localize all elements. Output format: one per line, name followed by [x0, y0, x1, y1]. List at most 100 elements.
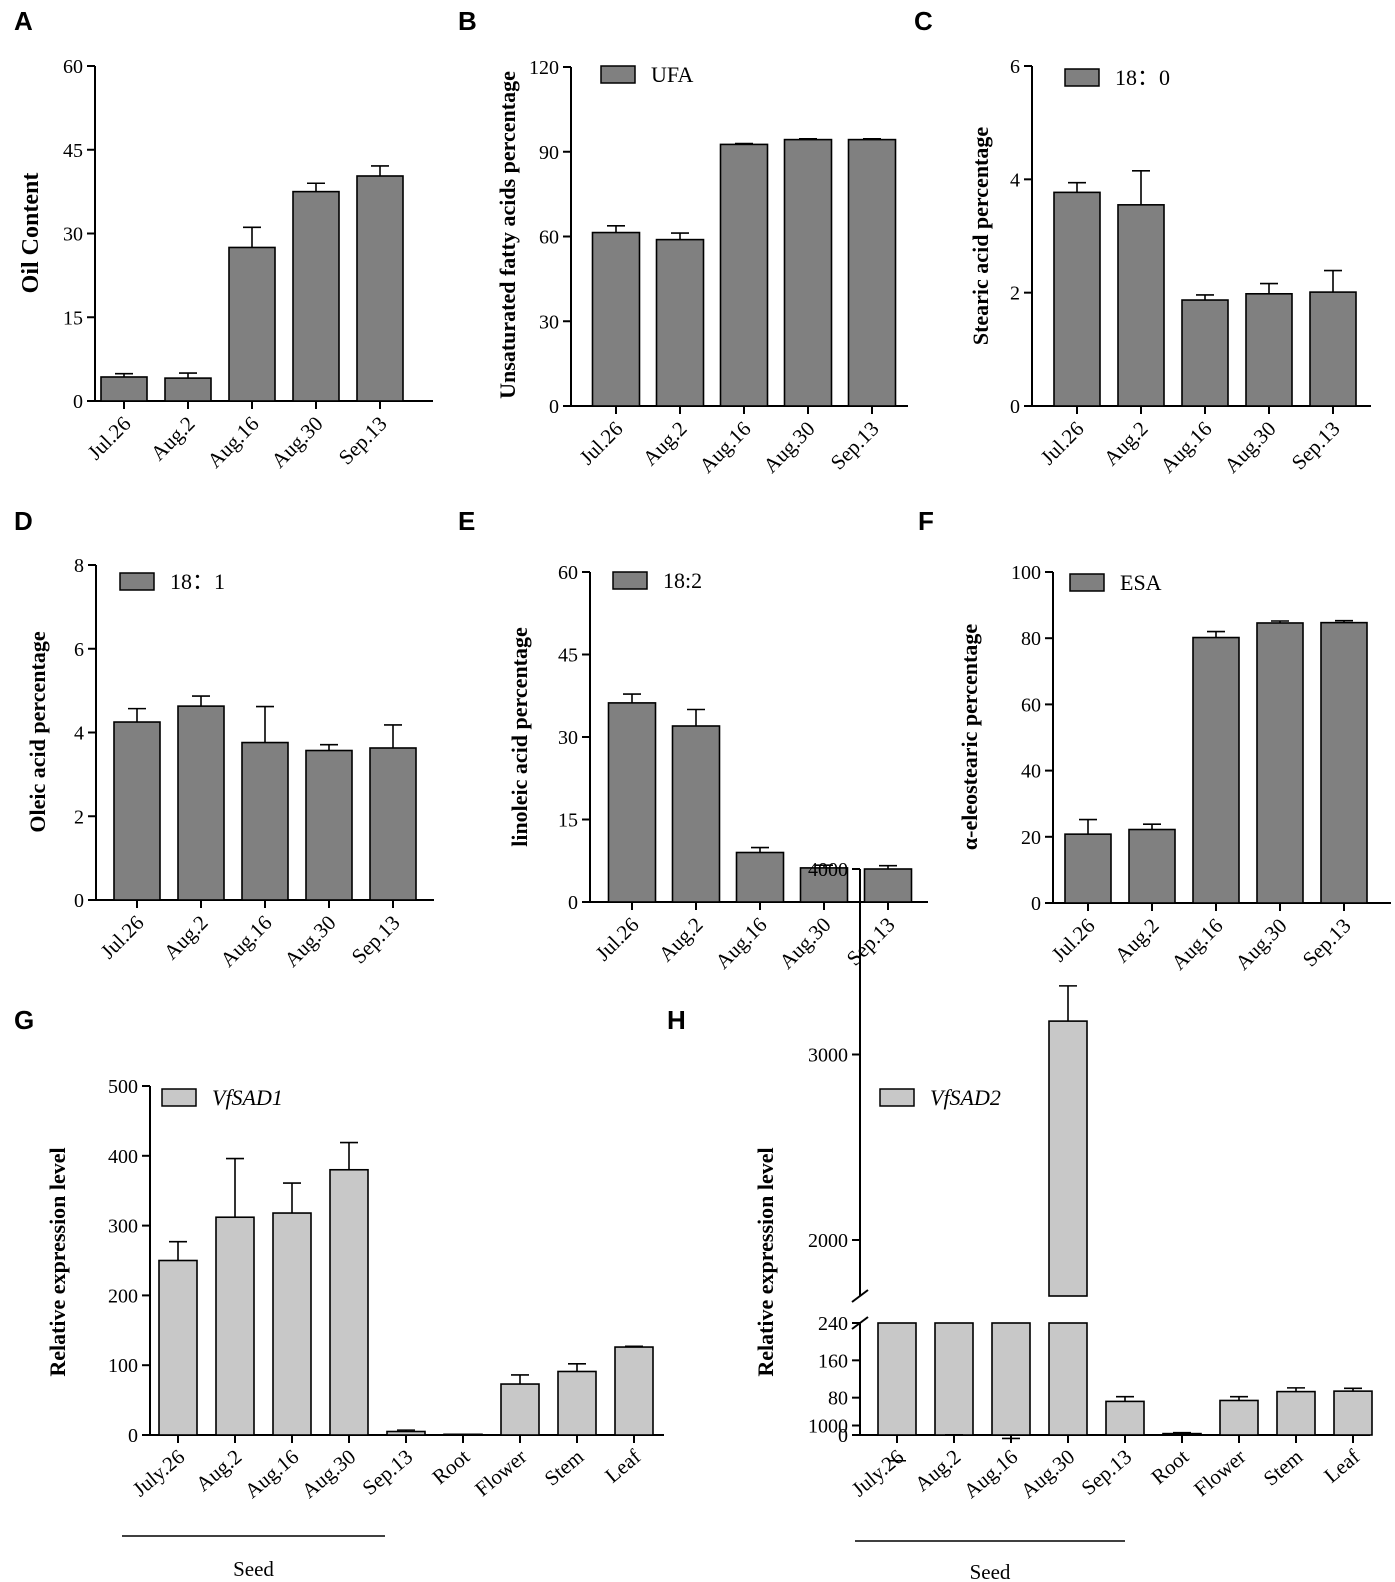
y-tick-label: 40 — [1021, 761, 1041, 783]
bar — [607, 702, 657, 903]
x-tick-label: July.26 — [128, 1444, 189, 1501]
y-tick-label: 0 — [838, 1425, 848, 1447]
y-tick-label: 500 — [108, 1076, 138, 1098]
legend-label: 18：1 — [170, 569, 225, 594]
chart-panel-h: H 0 80 160 240 1000 2000 3000 4000 Relative expre… — [667, 859, 1373, 1582]
x-tick-label: Aug.2 — [146, 412, 200, 466]
panel-label: B — [458, 6, 477, 36]
chart-panel-f: F 0 20 40 60 80 100 α-eleostearic percentage Jul… — [918, 506, 1391, 975]
axis-break-mark — [851, 1289, 869, 1303]
x-tick-label: Aug.30 — [758, 417, 819, 478]
x-tick-label: Aug.2 — [910, 1444, 965, 1496]
y-tick-label: 2 — [1010, 283, 1020, 305]
bar — [614, 1346, 654, 1436]
x-tick-label: Aug.2 — [159, 911, 213, 965]
x-tick-label: Sep.13 — [826, 417, 884, 475]
x-tick-label: Aug.16 — [959, 1444, 1022, 1503]
legend-label: VfSAD2 — [930, 1085, 1001, 1110]
bar — [1162, 1432, 1202, 1436]
bar — [1117, 204, 1165, 407]
y-tick-label: 30 — [63, 224, 83, 246]
y-tick-label: 8 — [74, 555, 84, 577]
bar — [863, 868, 913, 903]
y-tick-label: 4 — [74, 723, 84, 745]
y-tick-label: 1000 — [808, 1416, 848, 1438]
y-axis-title: linoleic acid percentage — [507, 627, 532, 847]
y-axis-title: Stearic acid percentage — [968, 127, 993, 346]
bar — [329, 1168, 369, 1436]
x-tick-label: Stem — [1259, 1444, 1307, 1490]
bar — [1105, 1400, 1145, 1436]
x-tick-label: Aug.2 — [1110, 914, 1164, 968]
bar — [1256, 622, 1304, 904]
bar — [1276, 1390, 1316, 1436]
x-tick-label: Jul.26 — [1036, 417, 1089, 470]
y-tick-label: 120 — [529, 57, 559, 79]
y-axis-title: Relative expression level — [753, 1147, 778, 1376]
y-tick-label: 90 — [539, 142, 559, 164]
y-tick-label: 80 — [828, 1388, 848, 1410]
y-tick-label: 100 — [1011, 562, 1041, 584]
y-tick-label: 0 — [128, 1425, 138, 1447]
bar — [557, 1370, 597, 1436]
bar — [1192, 636, 1240, 904]
bar — [1128, 828, 1176, 904]
x-tick-label: July.26 — [847, 1444, 908, 1501]
y-tick-label: 60 — [1021, 694, 1041, 716]
x-tick-label: Aug.30 — [266, 412, 327, 473]
panel-label: H — [667, 1005, 686, 1035]
y-tick-label: 60 — [539, 227, 559, 249]
y-tick-label: 200 — [108, 1285, 138, 1307]
y-tick-label: 4000 — [808, 859, 848, 881]
bar — [241, 741, 289, 901]
bar — [228, 246, 276, 402]
y-tick-label: 6 — [1010, 56, 1020, 78]
bar — [305, 749, 353, 901]
x-tick-label: Flower — [1189, 1444, 1250, 1501]
panel-label: F — [918, 506, 934, 536]
x-tick-label: Aug.16 — [1166, 914, 1227, 975]
bar — [735, 851, 785, 903]
legend-swatch — [600, 65, 636, 84]
legend-swatch — [161, 1088, 197, 1107]
y-tick-label: 45 — [63, 140, 83, 162]
chart-panel-e: E 0 15 30 45 60 linoleic acid percentage Jul.26… — [458, 506, 928, 974]
bar — [1219, 1399, 1259, 1436]
bar — [1333, 1390, 1373, 1436]
x-tick-label: Aug.2 — [654, 913, 708, 967]
legend-label: 18:2 — [663, 568, 702, 593]
x-tick-label: Root — [427, 1444, 474, 1489]
legend-swatch — [119, 572, 155, 591]
y-tick-label: 400 — [108, 1146, 138, 1168]
x-tick-label: Aug.2 — [1099, 417, 1153, 471]
x-tick-label: Sep.13 — [1298, 914, 1356, 972]
x-tick-label: Aug.30 — [297, 1444, 360, 1503]
x-tick-label: Aug.2 — [638, 417, 692, 471]
y-tick-label: 2000 — [808, 1230, 848, 1252]
bar — [113, 721, 161, 901]
y-tick-label: 6 — [74, 639, 84, 661]
y-tick-label: 15 — [63, 307, 83, 329]
x-tick-label: Aug.30 — [1219, 417, 1280, 478]
bar — [215, 1216, 255, 1436]
x-tick-label: Leaf — [600, 1444, 645, 1487]
y-tick-label: 100 — [108, 1355, 138, 1377]
bar — [386, 1430, 426, 1436]
x-tick-label: Jul.26 — [83, 412, 136, 465]
panel-label: C — [914, 6, 933, 36]
y-tick-label: 300 — [108, 1216, 138, 1238]
x-tick-label: Aug.16 — [694, 417, 755, 478]
bar — [591, 231, 641, 407]
bar — [1048, 1020, 1088, 1297]
legend-swatch — [612, 571, 648, 590]
y-axis-title: Oil Content — [18, 173, 44, 294]
bar — [799, 867, 849, 903]
bar — [1309, 291, 1357, 407]
y-tick-label: 0 — [568, 892, 578, 914]
bar — [443, 1433, 483, 1436]
y-tick-label: 0 — [73, 391, 83, 413]
x-tick-label: Stem — [540, 1444, 588, 1490]
legend-label: ESA — [1120, 570, 1162, 595]
